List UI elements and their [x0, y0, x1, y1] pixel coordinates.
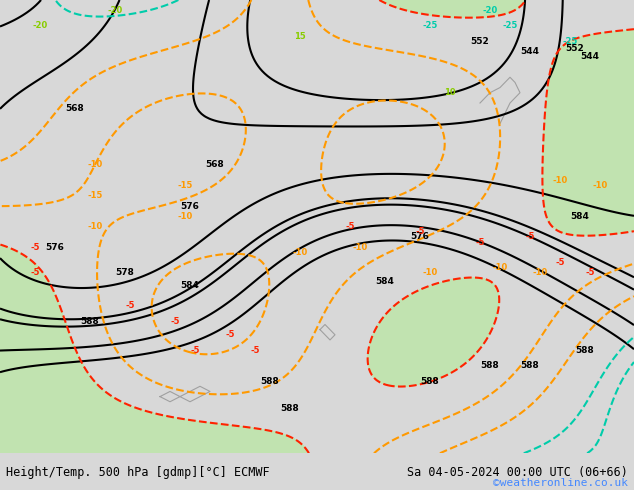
Text: 588: 588: [576, 346, 595, 355]
Text: 588: 588: [521, 361, 540, 370]
Text: 568: 568: [205, 160, 224, 170]
Text: 544: 544: [581, 52, 600, 61]
Text: Height/Temp. 500 hPa [gdmp][°C] ECMWF: Height/Temp. 500 hPa [gdmp][°C] ECMWF: [6, 466, 270, 479]
Text: -25: -25: [422, 21, 437, 30]
Text: -5: -5: [30, 243, 40, 252]
Text: 588: 588: [281, 404, 299, 414]
Text: -10: -10: [552, 176, 567, 185]
Text: -20: -20: [32, 21, 48, 30]
Text: -10: -10: [533, 269, 548, 277]
Text: 568: 568: [66, 104, 84, 113]
Text: 588: 588: [81, 317, 100, 326]
Text: 10: 10: [444, 88, 456, 97]
Text: -10: -10: [493, 263, 508, 272]
Text: -15: -15: [87, 191, 103, 200]
Text: -5: -5: [415, 227, 425, 236]
Text: -5: -5: [250, 346, 260, 355]
Text: 576: 576: [181, 201, 200, 211]
Text: -10: -10: [292, 248, 307, 257]
Text: -5: -5: [476, 238, 485, 246]
Text: Sa 04-05-2024 00:00 UTC (06+66): Sa 04-05-2024 00:00 UTC (06+66): [407, 466, 628, 479]
Text: -10: -10: [422, 269, 437, 277]
Text: 15: 15: [294, 31, 306, 41]
Text: 588: 588: [261, 377, 280, 386]
Text: 576: 576: [411, 232, 429, 242]
Text: 588: 588: [481, 361, 500, 370]
Text: 552: 552: [566, 44, 585, 53]
Text: 588: 588: [420, 377, 439, 386]
Text: -25: -25: [502, 21, 518, 30]
Text: -10: -10: [178, 212, 193, 221]
Text: 544: 544: [521, 47, 540, 56]
Text: 576: 576: [46, 243, 65, 252]
Text: 584: 584: [571, 212, 590, 221]
Text: -5: -5: [525, 232, 534, 242]
Text: -5: -5: [126, 301, 135, 311]
Text: 584: 584: [375, 277, 394, 286]
Text: -10: -10: [353, 243, 368, 252]
Text: -5: -5: [555, 258, 565, 267]
Text: -10: -10: [87, 160, 103, 170]
Text: -10: -10: [592, 181, 607, 190]
Text: 552: 552: [470, 37, 489, 46]
Text: -5: -5: [171, 317, 180, 326]
Text: -5: -5: [346, 222, 355, 231]
Text: -10: -10: [87, 222, 103, 231]
Text: -5: -5: [30, 269, 40, 277]
Text: -15: -15: [178, 181, 193, 190]
Text: -5: -5: [585, 269, 595, 277]
Text: -20: -20: [482, 6, 498, 15]
Text: -25: -25: [562, 37, 578, 46]
Text: 578: 578: [115, 269, 134, 277]
Text: -5: -5: [190, 346, 200, 355]
Text: -20: -20: [107, 6, 122, 15]
Text: 584: 584: [181, 281, 200, 290]
Text: ©weatheronline.co.uk: ©weatheronline.co.uk: [493, 478, 628, 488]
Text: -5: -5: [225, 330, 235, 339]
